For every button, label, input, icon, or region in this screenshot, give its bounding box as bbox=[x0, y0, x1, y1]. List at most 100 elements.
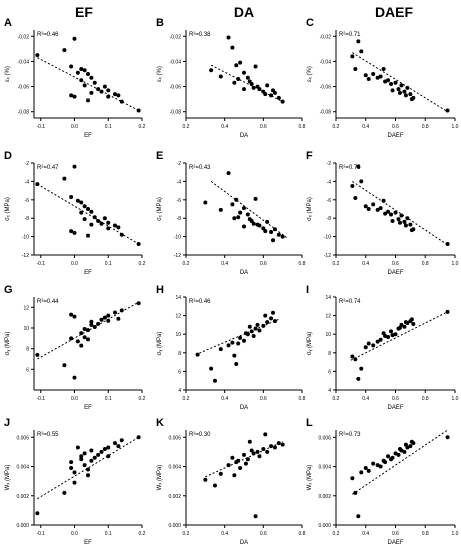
x-tick-label: 0.2 bbox=[333, 531, 340, 537]
data-point bbox=[247, 324, 252, 329]
y-tick-label: -0.06 bbox=[18, 85, 30, 91]
data-point bbox=[242, 224, 246, 229]
data-point bbox=[271, 310, 275, 315]
x-tick-label: 0.4 bbox=[362, 531, 369, 537]
data-point bbox=[69, 229, 74, 234]
data-point bbox=[383, 334, 388, 339]
x-tick-label: 0.8 bbox=[299, 261, 306, 267]
data-point bbox=[99, 89, 104, 94]
data-point bbox=[86, 337, 90, 342]
data-point bbox=[75, 70, 80, 75]
data-point bbox=[353, 490, 358, 495]
data-point bbox=[99, 317, 104, 322]
panel-label-d: D bbox=[4, 150, 12, 162]
r-squared-label: R²=0.55 bbox=[37, 432, 59, 438]
data-point bbox=[350, 54, 355, 59]
data-point bbox=[396, 87, 401, 92]
x-axis-label: EF bbox=[84, 133, 92, 139]
r-squared-label: R²=0.46 bbox=[189, 299, 211, 305]
data-point bbox=[445, 241, 450, 246]
x-tick-label: 0.2 bbox=[139, 531, 146, 537]
x-tick-label: 0.2 bbox=[333, 261, 340, 267]
data-point bbox=[269, 230, 274, 234]
data-point bbox=[393, 80, 398, 85]
x-tick-label: 0.2 bbox=[333, 396, 340, 402]
data-point bbox=[82, 463, 87, 468]
data-point bbox=[242, 452, 246, 457]
x-tick-label: 0.6 bbox=[260, 124, 267, 130]
data-point bbox=[96, 87, 101, 92]
data-point bbox=[247, 217, 252, 222]
x-axis-label: EF bbox=[84, 405, 92, 411]
data-point bbox=[89, 319, 94, 324]
x-tick-label: 0.4 bbox=[362, 396, 369, 402]
panel-g: G -0.1 0.0 0.1 0.2 6 8 10 12 EF σᵧ (MPa) R²=0.44 bbox=[4, 284, 146, 411]
y-tick-label: -12 bbox=[22, 253, 29, 259]
trend-line bbox=[37, 57, 139, 111]
y-tick-label: 6 bbox=[26, 367, 29, 373]
column-header-daef: DAEF bbox=[375, 4, 414, 20]
data-point bbox=[236, 341, 241, 346]
x-tick-label: 0.6 bbox=[260, 396, 267, 402]
data-point bbox=[113, 223, 117, 228]
y-tick-label: -0.02 bbox=[170, 34, 182, 40]
data-point bbox=[69, 93, 74, 98]
x-tick-label: 0.4 bbox=[362, 124, 369, 130]
data-point bbox=[375, 75, 380, 80]
data-point bbox=[245, 75, 250, 80]
data-point bbox=[236, 77, 241, 82]
column-header-da: DA bbox=[234, 4, 254, 20]
data-point bbox=[350, 476, 355, 481]
data-point bbox=[409, 317, 414, 322]
data-point bbox=[247, 439, 252, 444]
data-point bbox=[96, 452, 101, 457]
data-point bbox=[86, 233, 90, 238]
data-point bbox=[350, 184, 355, 188]
data-point bbox=[242, 206, 246, 211]
data-point bbox=[356, 514, 361, 519]
data-point bbox=[106, 220, 111, 225]
y-axis-label: Wₓ (MPa) bbox=[5, 465, 11, 491]
data-point bbox=[113, 310, 117, 315]
data-point bbox=[363, 345, 368, 350]
trend-line bbox=[352, 52, 448, 113]
data-point bbox=[408, 222, 413, 227]
data-point bbox=[359, 179, 364, 184]
data-point bbox=[375, 207, 380, 212]
data-point bbox=[79, 343, 84, 348]
data-point bbox=[375, 463, 380, 468]
data-point bbox=[82, 451, 87, 456]
data-point bbox=[226, 171, 231, 176]
data-point bbox=[106, 454, 111, 459]
y-tick-label: 10 bbox=[325, 332, 331, 338]
data-point bbox=[243, 461, 248, 466]
data-point bbox=[89, 209, 94, 214]
data-point bbox=[226, 343, 231, 348]
data-point bbox=[136, 435, 141, 440]
x-axis-label: DA bbox=[240, 540, 248, 546]
data-point bbox=[69, 466, 74, 470]
trend-line bbox=[195, 318, 279, 356]
data-point bbox=[69, 312, 74, 317]
data-point bbox=[363, 73, 368, 78]
data-point bbox=[232, 80, 237, 85]
y-tick-label: -8 bbox=[25, 216, 30, 222]
data-point bbox=[79, 210, 84, 215]
r-squared-label: R²=0.38 bbox=[189, 32, 211, 38]
data-point bbox=[232, 353, 237, 358]
data-point bbox=[390, 218, 395, 223]
data-point bbox=[89, 322, 94, 327]
data-point bbox=[35, 182, 40, 187]
y-tick-label: -12 bbox=[324, 253, 331, 259]
x-tick-label: 1.0 bbox=[452, 124, 459, 130]
x-tick-label: 0.4 bbox=[362, 261, 369, 267]
r-squared-label: R²=0.44 bbox=[37, 299, 59, 305]
data-point bbox=[226, 463, 231, 468]
y-tick-label: -10 bbox=[22, 235, 29, 241]
data-point bbox=[62, 490, 67, 495]
data-point bbox=[265, 83, 270, 88]
y-tick-label: 0.004 bbox=[168, 465, 181, 471]
data-point bbox=[72, 164, 77, 169]
data-point bbox=[72, 480, 77, 485]
